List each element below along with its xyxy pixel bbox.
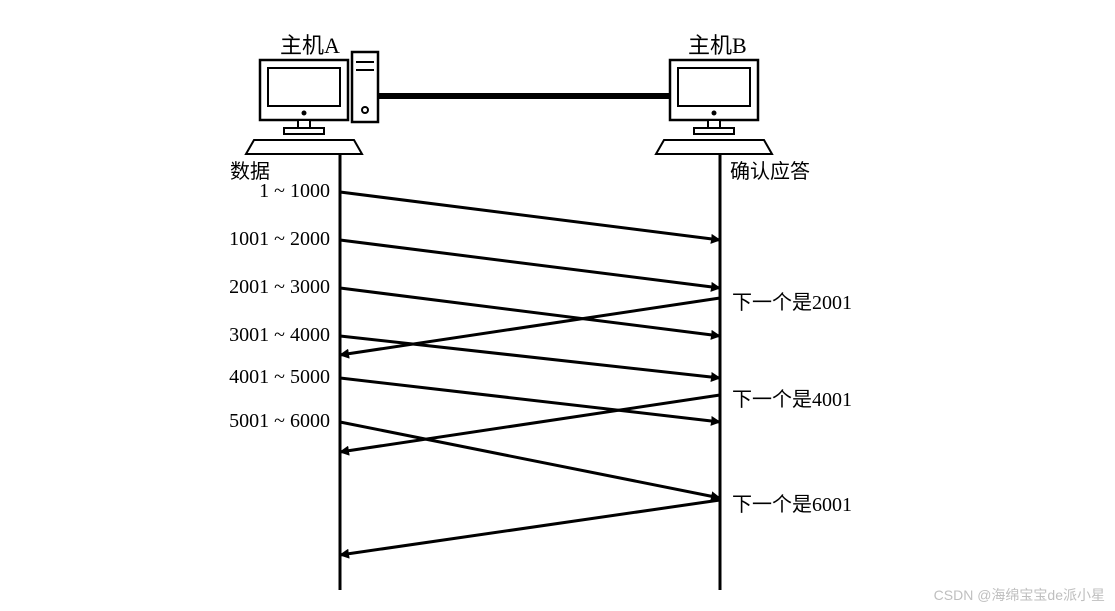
diagram-svg: [0, 0, 1115, 611]
ack-label-2: 下一个是6001: [732, 488, 852, 517]
data-range-5: 5001 ~ 6000: [205, 410, 330, 433]
data-range-3: 3001 ~ 4000: [205, 324, 330, 347]
data-range-0: 1 ~ 1000: [205, 180, 330, 203]
right-header: 确认应答: [730, 155, 810, 184]
data-range-1: 1001 ~ 2000: [205, 228, 330, 251]
host-b-label: 主机B: [688, 28, 747, 60]
watermark: CSDN @海绵宝宝de派小星: [934, 585, 1105, 605]
diagram-stage: 主机A 主机B 数据 确认应答 1 ~ 1000 1001 ~ 2000 200…: [0, 0, 1115, 611]
host-a-label: 主机A: [280, 28, 340, 60]
ack-label-0: 下一个是2001: [732, 286, 852, 315]
data-range-4: 4001 ~ 5000: [205, 366, 330, 389]
data-range-2: 2001 ~ 3000: [205, 276, 330, 299]
ack-label-1: 下一个是4001: [732, 383, 852, 412]
